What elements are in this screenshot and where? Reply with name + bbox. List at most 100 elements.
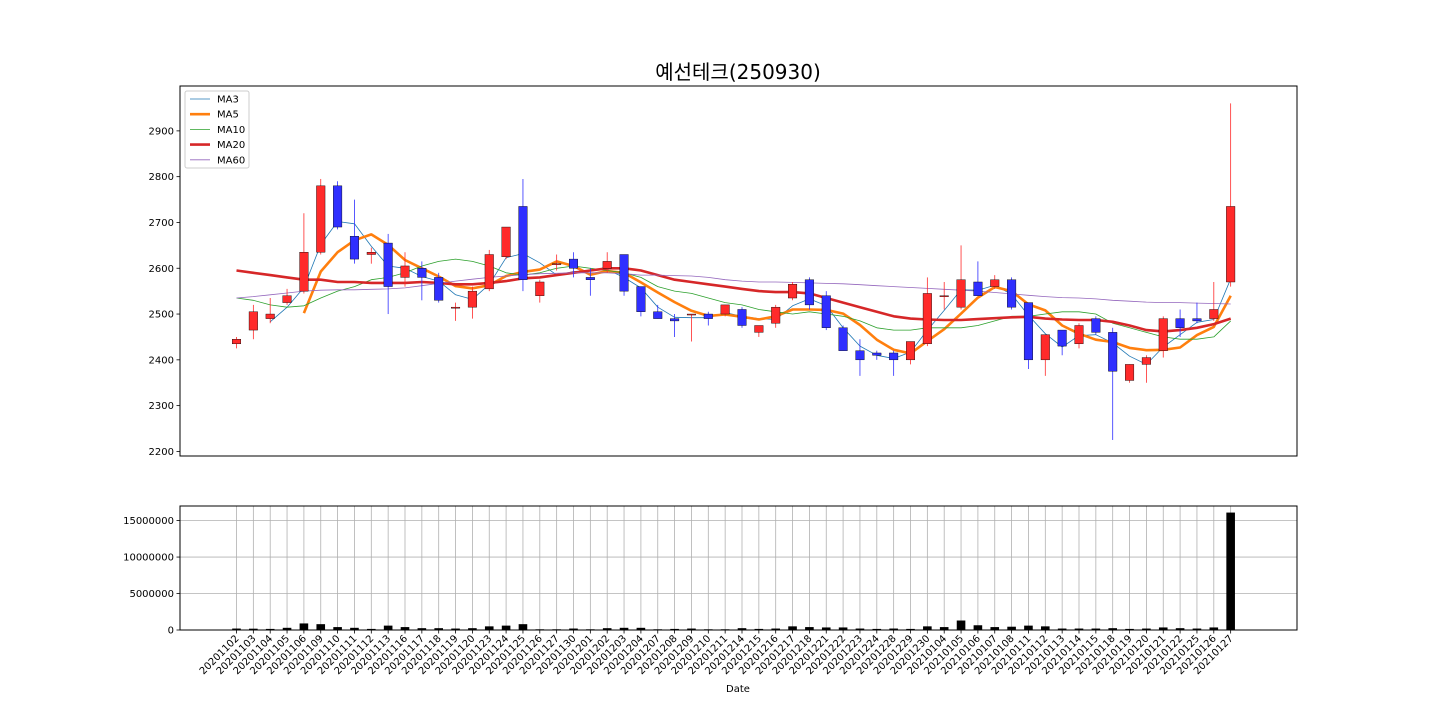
price-tick-label: 2600 xyxy=(149,264,174,275)
x-axis-label: Date xyxy=(726,684,750,695)
candle-body xyxy=(585,277,595,280)
ma-line-ma3 xyxy=(269,221,1232,365)
legend-label-ma5: MA5 xyxy=(217,110,239,121)
candle-body xyxy=(1141,357,1151,365)
ma-line-ma20 xyxy=(236,266,1232,333)
candle-body xyxy=(248,311,258,331)
legend-label-ma3: MA3 xyxy=(217,95,239,106)
price-tick-label: 2500 xyxy=(149,310,174,321)
candle-body xyxy=(535,281,545,296)
date-x-ticks: 2020110220201103202011042020110520201106… xyxy=(198,630,1236,677)
candle-body xyxy=(720,304,730,315)
candle-body xyxy=(990,279,1000,287)
candle-body xyxy=(282,295,292,303)
volume-bar xyxy=(602,628,612,630)
candle-body xyxy=(333,185,343,228)
volume-bar xyxy=(265,628,275,630)
volume-bar xyxy=(838,627,848,630)
candle-body xyxy=(737,309,747,326)
candle-body xyxy=(636,286,646,312)
candle-body xyxy=(771,306,781,324)
candle-body xyxy=(855,350,865,361)
volume-bar xyxy=(1091,628,1101,630)
candlesticks xyxy=(231,103,1236,440)
candle-body xyxy=(670,318,680,322)
volume-bar xyxy=(1158,627,1168,630)
volume-bar xyxy=(1024,625,1033,630)
candle-body xyxy=(1108,332,1118,372)
volume-tick-label: 5000000 xyxy=(129,589,174,600)
chart-title: 예선테크(250930) xyxy=(655,60,821,84)
volume-bar xyxy=(737,628,747,630)
volume-bar xyxy=(434,628,443,630)
candle-body xyxy=(1023,302,1033,361)
volume-bar xyxy=(569,628,578,630)
volume-bar xyxy=(1192,628,1202,630)
candle-body xyxy=(922,293,932,345)
volume-bar xyxy=(249,628,258,630)
price-tick-label: 2900 xyxy=(149,126,174,137)
volume-bar xyxy=(889,628,898,630)
volume-panel: 0 5000000 10000000 15000000 202011022020110… xyxy=(123,505,1298,695)
volume-bar xyxy=(451,628,460,630)
candle-body xyxy=(1074,325,1084,345)
volume-bar xyxy=(501,625,511,630)
candle-body xyxy=(973,281,983,296)
volume-bar xyxy=(232,628,241,630)
volume-bar xyxy=(1057,628,1067,630)
volume-bar xyxy=(956,620,966,630)
candle-body xyxy=(1209,309,1219,319)
candle-body xyxy=(400,265,410,278)
volume-bar xyxy=(1226,512,1235,630)
volume-y-ticks: 0 5000000 10000000 15000000 xyxy=(123,516,180,637)
candle-body xyxy=(703,313,713,319)
volume-bar xyxy=(282,627,292,630)
volume-bar xyxy=(771,628,780,630)
volume-bar xyxy=(805,627,814,630)
price-tick-label: 2200 xyxy=(149,447,174,458)
volume-bar xyxy=(754,628,764,630)
volume-bar xyxy=(400,627,410,630)
candle-body xyxy=(417,268,427,278)
candle-body xyxy=(889,352,899,361)
candle-body xyxy=(754,325,764,333)
volume-bar xyxy=(383,625,393,630)
candle-body xyxy=(602,261,612,269)
candle-body xyxy=(299,252,309,292)
volume-bar xyxy=(350,627,359,630)
price-tick-label: 2300 xyxy=(149,401,174,412)
volume-bar xyxy=(687,628,696,630)
candle-body xyxy=(1091,318,1101,333)
volume-bar xyxy=(872,628,882,630)
volume-bar xyxy=(1142,628,1151,630)
volume-tick-label: 10000000 xyxy=(123,553,174,564)
volume-bar xyxy=(788,626,797,630)
candle-body xyxy=(434,277,444,301)
candle-body xyxy=(366,252,376,255)
price-tick-label: 2400 xyxy=(149,355,174,366)
candle-body xyxy=(451,306,461,309)
candle-body xyxy=(552,263,562,265)
volume-bar xyxy=(855,628,865,630)
candle-body xyxy=(939,295,949,297)
candle-body xyxy=(1192,318,1202,322)
candle-body xyxy=(906,341,916,361)
volume-panel-frame xyxy=(179,505,1298,631)
volume-bar xyxy=(1108,628,1117,630)
ma-line-ma60 xyxy=(236,272,1231,305)
candle-body xyxy=(383,242,393,287)
candle-body xyxy=(1007,279,1017,308)
volume-grid xyxy=(180,506,1297,631)
candle-body xyxy=(1158,318,1168,351)
candle-body xyxy=(569,258,579,269)
volume-bar xyxy=(670,628,679,630)
candle-body xyxy=(349,235,359,260)
volume-bar xyxy=(1209,627,1219,630)
candle-body xyxy=(467,290,477,308)
volume-bar xyxy=(299,623,309,630)
candle-body xyxy=(1226,206,1236,283)
candle-body xyxy=(1057,329,1067,347)
volume-bar xyxy=(619,627,629,630)
candle-body xyxy=(484,254,494,290)
